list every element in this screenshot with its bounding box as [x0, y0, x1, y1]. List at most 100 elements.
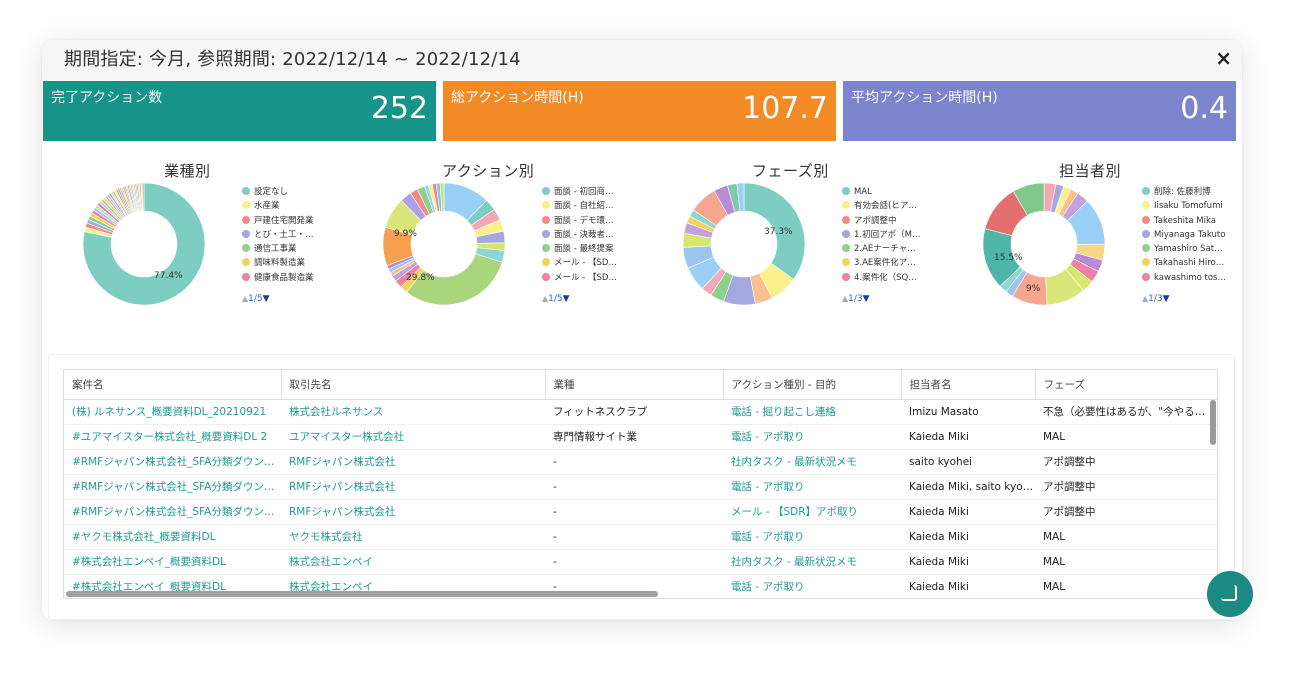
close-button[interactable]: × — [1215, 46, 1232, 70]
donut-chart[interactable] — [82, 182, 206, 306]
legend-item[interactable]: Yamashiro Sat… — [1142, 242, 1226, 256]
table-cell: MAL — [1035, 524, 1217, 550]
table-cell[interactable]: #RMFジャパン株式会社_SFA分類ダウン… — [64, 499, 281, 525]
table-cell[interactable]: ユアマイスター株式会社 — [281, 424, 545, 450]
table-cell[interactable]: 電話 - アポ取り — [723, 524, 901, 550]
legend-item[interactable]: 面談 - 決裁者… — [542, 228, 617, 242]
legend-label: 調味料製造業 — [254, 258, 306, 269]
legend-item[interactable]: 設定なし — [242, 185, 314, 199]
table-cell[interactable]: #RMFジャパン株式会社_SFA分類ダウン… — [64, 474, 281, 500]
table-cell[interactable]: 電話 - 掘り起こし連絡 — [723, 399, 901, 425]
table-cell[interactable]: 株式会社エンペイ — [281, 549, 545, 575]
donut-slice[interactable] — [82, 182, 206, 306]
chat-support-button[interactable] — [1207, 571, 1253, 617]
legend-item[interactable]: Miyanaga Takuto — [1142, 228, 1226, 242]
table-cell[interactable]: #株式会社エンペイ_概要資料DL — [64, 549, 281, 575]
legend-item[interactable]: MAL — [842, 185, 920, 199]
table-cell[interactable]: 社内タスク - 最新状況メモ — [723, 449, 901, 475]
table-cell[interactable]: RMFジャパン株式会社 — [281, 449, 545, 475]
legend-item[interactable]: 2.AEナーチャ… — [842, 242, 920, 256]
table-cell[interactable]: (株) ルネサンス_概要資料DL_20210921 — [64, 399, 281, 425]
legend-item[interactable]: 1.初回アポ（M… — [842, 228, 920, 242]
pager-up-icon[interactable]: ▲ — [542, 294, 549, 303]
table-cell[interactable]: #RMFジャパン株式会社_SFA分類ダウン… — [64, 449, 281, 475]
legend-item[interactable]: メール - 【SD… — [542, 256, 617, 270]
legend-pager[interactable]: ▲1/5▼ — [242, 294, 270, 304]
action-table: 案件名 取引先名 業種 アクション種別 - 目的 担当者名 フェーズ (株) ル… — [64, 370, 1217, 598]
pager-down-icon[interactable]: ▼ — [262, 294, 270, 304]
column-header[interactable]: 取引先名 — [281, 370, 546, 400]
legend-item[interactable]: 面談 - デモ環… — [542, 214, 617, 228]
pager-down-icon[interactable]: ▼ — [562, 294, 570, 304]
donut-slice[interactable] — [439, 182, 445, 212]
vertical-scrollbar[interactable] — [1210, 400, 1216, 445]
pager-down-icon[interactable]: ▼ — [862, 294, 870, 304]
legend-item[interactable]: 健康食品製造業 — [242, 271, 314, 285]
legend-item[interactable]: 4.案件化（SQ… — [842, 271, 920, 285]
table-cell[interactable]: 電話 - アポ取り — [723, 574, 901, 598]
column-header[interactable]: 業種 — [545, 370, 724, 400]
table-row[interactable]: #RMFジャパン株式会社_SFA分類ダウン… RMFジャパン株式会社 - 電話 - ア… — [64, 474, 1217, 500]
table-cell[interactable]: メール - 【SDR】アポ取り — [723, 499, 901, 525]
table-cell[interactable]: ヤクモ株式会社 — [281, 524, 545, 550]
horizontal-scrollbar[interactable] — [66, 591, 658, 597]
legend-item[interactable]: Takeshita Mika — [1142, 214, 1226, 228]
pager-up-icon[interactable]: ▲ — [242, 294, 249, 303]
kpi-label: 平均アクション時間(H) — [851, 90, 998, 106]
legend-item[interactable]: Iisaku Tomofumi — [1142, 199, 1226, 213]
legend-item[interactable]: アポ調整中 — [842, 214, 920, 228]
donut-slice[interactable] — [1012, 182, 1045, 216]
donut-slice[interactable] — [142, 182, 145, 212]
legend-item[interactable]: Takahashi Hiro… — [1142, 256, 1226, 270]
table-cell[interactable]: #ユアマイスター株式会社_概要資料DL 2 — [64, 424, 281, 450]
legend-label: Miyanaga Takuto — [1154, 229, 1226, 240]
legend-item[interactable]: 有効会話(ヒア… — [842, 199, 920, 213]
table-cell: Kaieda Miki — [901, 424, 1035, 450]
table-cell[interactable]: #ヤクモ株式会社_概要資料DL — [64, 524, 281, 550]
table-row[interactable]: #RMFジャパン株式会社_SFA分類ダウン… RMFジャパン株式会社 - 社内タスク … — [64, 449, 1217, 475]
legend-item[interactable]: 水産業 — [242, 199, 314, 213]
table-cell[interactable]: 社内タスク - 最新状況メモ — [723, 549, 901, 575]
legend-item[interactable]: 通信工事業 — [242, 242, 314, 256]
action-table-scroll[interactable]: 案件名 取引先名 業種 アクション種別 - 目的 担当者名 フェーズ (株) ル… — [63, 369, 1218, 599]
legend-item[interactable]: メール - 【SD… — [542, 271, 617, 285]
legend-item[interactable]: 面談 - 初回商… — [542, 185, 617, 199]
column-header[interactable]: 案件名 — [64, 370, 282, 400]
table-cell[interactable]: 電話 - アポ取り — [723, 424, 901, 450]
pager-up-icon[interactable]: ▲ — [842, 294, 849, 303]
donut-slice[interactable] — [736, 182, 745, 212]
legend-item[interactable]: kawashimo tos… — [1142, 271, 1226, 285]
legend-swatch — [242, 187, 250, 195]
legend-item[interactable]: 調味料製造業 — [242, 256, 314, 270]
table-row[interactable]: (株) ルネサンス_概要資料DL_20210921 株式会社ルネサンス フィットネス… — [64, 399, 1217, 425]
table-cell[interactable]: 電話 - アポ取り — [723, 474, 901, 500]
donut-chart[interactable] — [382, 182, 506, 306]
legend-item[interactable]: 面談 - 自社紹… — [542, 199, 617, 213]
legend-item[interactable]: 削除: 佐藤利博 — [1142, 185, 1226, 199]
table-cell[interactable]: 株式会社ルネサンス — [281, 399, 545, 425]
column-header[interactable]: フェーズ — [1035, 370, 1217, 400]
legend-item[interactable]: 面談 - 最終提案 — [542, 242, 617, 256]
legend-item[interactable]: 3.AE案件化ア… — [842, 256, 920, 270]
donut-chart[interactable] — [682, 182, 806, 306]
legend-item[interactable]: とび・土工・… — [242, 228, 314, 242]
legend-pager[interactable]: ▲1/3▼ — [1142, 294, 1170, 304]
table-row[interactable]: #株式会社エンペイ_概要資料DL 株式会社エンペイ - 社内タスク - 最新状況メモ K… — [64, 549, 1217, 575]
legend-swatch — [542, 187, 550, 195]
legend-item[interactable]: 戸建住宅開発業 — [242, 214, 314, 228]
column-header[interactable]: 担当者名 — [901, 370, 1036, 400]
table-row[interactable]: #ヤクモ株式会社_概要資料DL ヤクモ株式会社 - 電話 - アポ取り Kaieda M… — [64, 524, 1217, 550]
slice-label: 15.5% — [994, 253, 1023, 263]
donut-slice[interactable] — [743, 182, 806, 280]
donut-chart[interactable] — [982, 182, 1106, 306]
legend-pager[interactable]: ▲1/5▼ — [542, 294, 570, 304]
pager-up-icon[interactable]: ▲ — [1142, 294, 1149, 303]
pager-down-icon[interactable]: ▼ — [1162, 294, 1170, 304]
table-cell[interactable]: RMFジャパン株式会社 — [281, 474, 545, 500]
donut-slice[interactable] — [406, 253, 503, 306]
legend-pager[interactable]: ▲1/3▼ — [842, 294, 870, 304]
table-cell[interactable]: RMFジャパン株式会社 — [281, 499, 545, 525]
table-row[interactable]: #RMFジャパン株式会社_SFA分類ダウン… RMFジャパン株式会社 - メール - … — [64, 499, 1217, 525]
table-row[interactable]: #ユアマイスター株式会社_概要資料DL 2 ユアマイスター株式会社 専門情報サイト業… — [64, 424, 1217, 450]
column-header[interactable]: アクション種別 - 目的 — [723, 370, 902, 400]
